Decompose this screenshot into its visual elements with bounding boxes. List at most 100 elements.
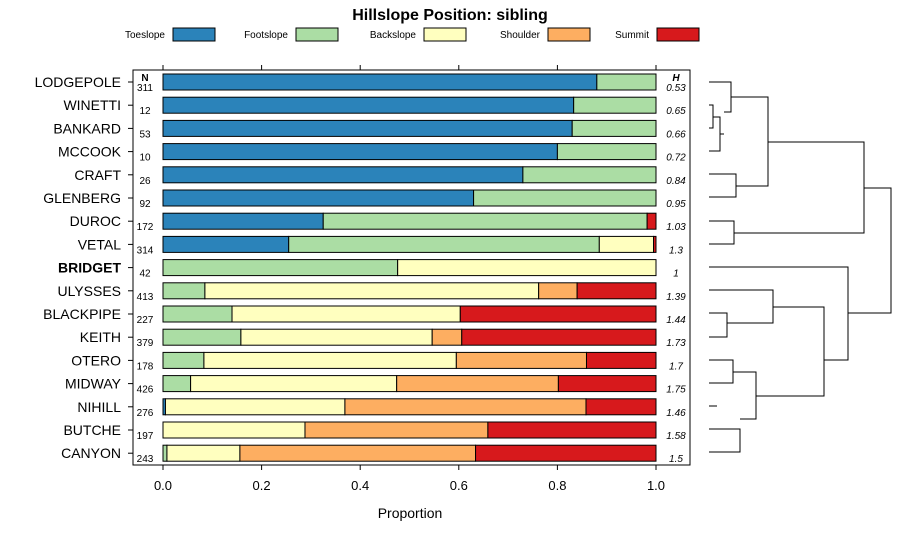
bar-segment-vetal-summit: [653, 235, 657, 253]
bar-segment-nihill-shoulder: [344, 398, 587, 416]
row-label-vetal: VETAL: [78, 236, 122, 252]
dendro-branch: [709, 428, 741, 453]
n-value: 92: [139, 199, 151, 210]
row-label-canyon: CANYON: [61, 445, 121, 461]
h-value: 1.44: [666, 315, 686, 326]
dendro-branch: [709, 173, 737, 198]
dendro-branch: [709, 312, 728, 338]
h-value: 1.75: [666, 385, 686, 396]
legend-label-summit: Summit: [615, 30, 649, 41]
legend-label-shoulder: Shoulder: [500, 30, 541, 41]
bar-segment-midway-summit: [557, 375, 657, 393]
n-value: 172: [137, 222, 154, 233]
dendro-branch: [709, 359, 734, 384]
h-value: 0.66: [666, 129, 686, 140]
n-value: 243: [137, 454, 154, 465]
bar-segment-keith-shoulder: [431, 328, 463, 346]
h-value: 0.84: [666, 176, 686, 187]
bar-segment-butche-backslope: [162, 421, 306, 439]
n-value: 314: [137, 245, 154, 256]
legend-swatch-shoulder: [547, 27, 591, 42]
bar-segment-ulysses-shoulder: [538, 282, 578, 300]
h-value: 1.39: [666, 292, 686, 303]
bar-segment-bridget-footslope: [162, 259, 399, 277]
bar-segment-otero-shoulder: [455, 351, 587, 369]
row-label-glenberg: GLENBERG: [43, 190, 121, 206]
bar-segment-keith-summit: [461, 328, 657, 346]
x-tick-label: 0.8: [548, 478, 566, 493]
dendro-branch: [709, 81, 732, 113]
row-label-nihill: NIHILL: [77, 399, 121, 415]
dendro-branch: [733, 371, 757, 420]
n-value: 26: [139, 176, 151, 187]
row-label-duroc: DUROC: [70, 213, 121, 229]
bar-segment-nihill-summit: [585, 398, 657, 416]
legend-label-backslope: Backslope: [370, 30, 417, 41]
n-value: 413: [137, 292, 154, 303]
bar-segment-craft-footslope: [522, 166, 657, 184]
axes: 0.0 0.2 0.4 0.6 0.8 1.0: [128, 65, 665, 493]
row-label-blackpipe: BLACKPIPE: [43, 306, 121, 322]
bar-segment-mccook-footslope: [556, 143, 657, 161]
legend-swatch-toeslope: [172, 27, 216, 42]
bar-segment-keith-backslope: [240, 328, 433, 346]
bar-segment-ulysses-summit: [576, 282, 657, 300]
row-label-butche: BUTCHE: [63, 422, 121, 438]
x-tick-label: 1.0: [647, 478, 665, 493]
row-label-craft: CRAFT: [74, 167, 121, 183]
row-labels: LODGEPOLE 311 0.53 WINETTI 12 0.65 BANKARD 53 0.…: [35, 74, 687, 465]
n-value: 227: [137, 315, 154, 326]
bar-segment-glenberg-footslope: [473, 189, 657, 207]
h-value: 1.46: [666, 408, 686, 419]
bar-segment-canyon-backslope: [166, 444, 241, 462]
bar-segment-otero-summit: [585, 351, 657, 369]
x-tick-label: 0.0: [154, 478, 172, 493]
h-value: 1.5: [669, 454, 683, 465]
bar-segment-keith-footslope: [162, 328, 242, 346]
legend-swatch-summit: [656, 27, 700, 42]
legend: Toeslope Footslope Backslope Shoulder Summit: [125, 27, 700, 42]
bar-segment-mccook-toeslope: [162, 143, 558, 161]
dendro-branch: [756, 306, 825, 397]
row-label-mccook: MCCOOK: [58, 144, 122, 160]
bar-segment-glenberg-toeslope: [162, 189, 475, 207]
row-label-lodgepole: LODGEPOLE: [35, 74, 121, 90]
n-value: 10: [139, 153, 151, 164]
bar-segment-midway-shoulder: [396, 375, 559, 393]
row-label-bankard: BANKARD: [53, 120, 121, 136]
bar-segment-ulysses-footslope: [162, 282, 206, 300]
row-label-winetti: WINETTI: [63, 97, 121, 113]
dendro-branch: [734, 141, 865, 234]
bar-segment-duroc-summit: [646, 212, 657, 230]
h-value: 1.03: [666, 222, 686, 233]
n-value: 426: [137, 385, 154, 396]
x-tick-label: 0.6: [450, 478, 468, 493]
bar-segment-vetal-toeslope: [162, 235, 290, 253]
bar-segment-canyon-shoulder: [239, 444, 477, 462]
bar-segment-bankard-toeslope: [162, 119, 573, 137]
h-value: 0.95: [666, 199, 686, 210]
n-value: 12: [139, 106, 151, 117]
bar-segment-craft-toeslope: [162, 166, 524, 184]
dendro-branch: [709, 289, 774, 324]
bar-segment-midway-footslope: [162, 375, 192, 393]
n-value: 42: [139, 269, 151, 280]
n-value: 276: [137, 408, 154, 419]
dendrogram: [709, 81, 892, 453]
legend-swatch-footslope: [295, 27, 339, 42]
dendro-branch: [709, 266, 849, 361]
chart-title: Hillslope Position: sibling: [352, 7, 548, 24]
dendro-branch: [709, 220, 735, 245]
row-label-bridget: BRIDGET: [58, 260, 121, 276]
h-value: 1.3: [669, 245, 683, 256]
bar-segment-otero-backslope: [203, 351, 457, 369]
n-header: N: [141, 73, 148, 84]
bar-segment-vetal-backslope: [598, 235, 655, 253]
bar-segment-blackpipe-backslope: [231, 305, 461, 323]
bar-segment-bridget-backslope: [397, 259, 657, 277]
legend-label-footslope: Footslope: [244, 30, 288, 41]
bar-segment-lodgepole-footslope: [596, 73, 657, 91]
row-label-ulysses: ULYSSES: [57, 283, 121, 299]
bar-segment-duroc-footslope: [322, 212, 648, 230]
